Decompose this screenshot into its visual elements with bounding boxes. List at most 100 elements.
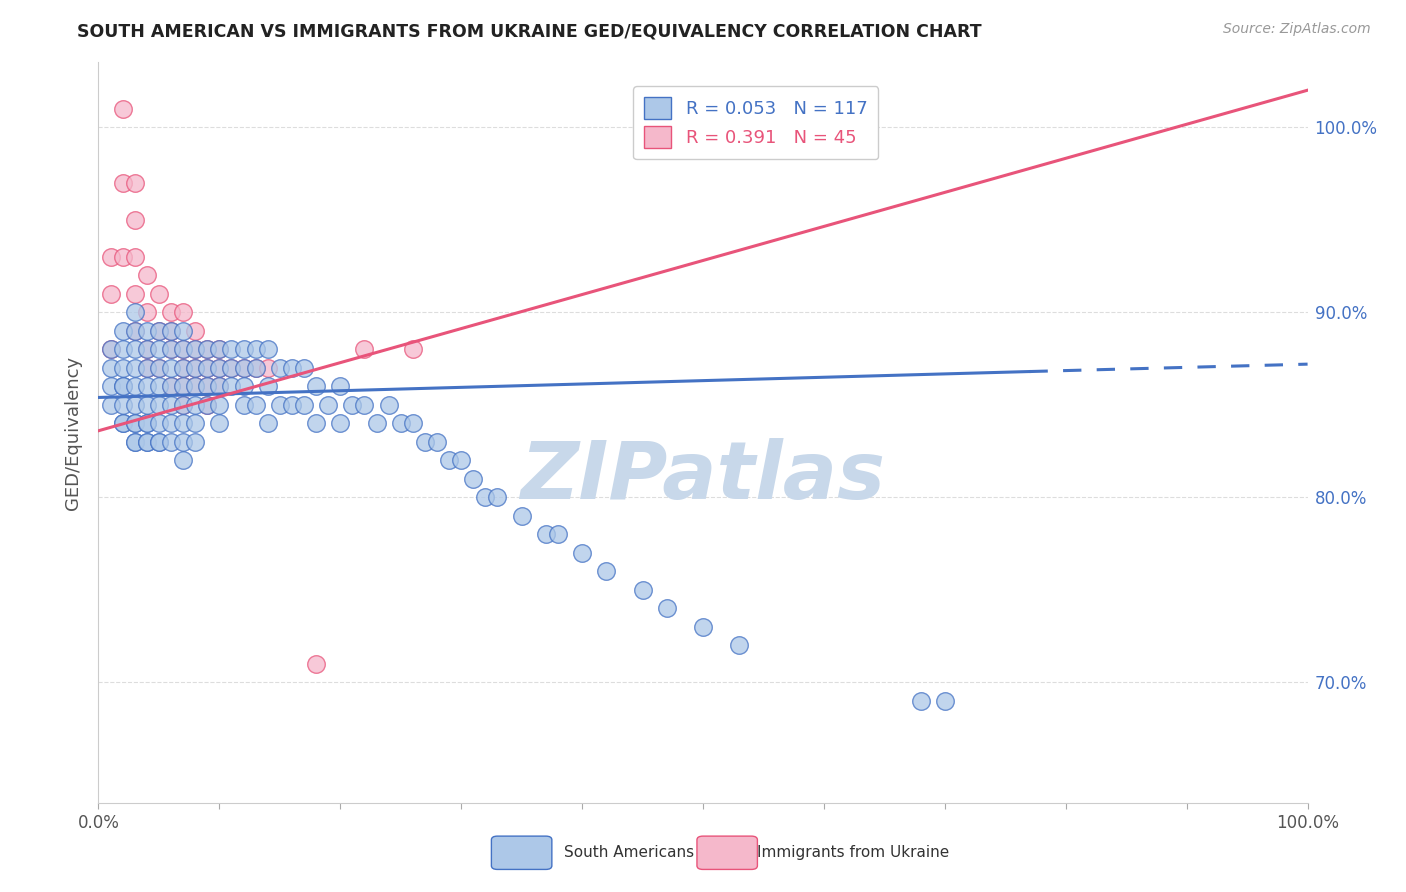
Point bbox=[221, 343, 243, 357]
Point bbox=[195, 360, 218, 375]
Point bbox=[135, 343, 157, 357]
Point bbox=[208, 343, 231, 357]
Point bbox=[208, 379, 231, 393]
Point bbox=[208, 398, 231, 412]
Point bbox=[160, 360, 183, 375]
Point bbox=[184, 324, 207, 338]
Point bbox=[305, 417, 328, 431]
Point bbox=[728, 639, 751, 653]
Point bbox=[135, 343, 157, 357]
Point bbox=[184, 398, 207, 412]
Point bbox=[100, 398, 122, 412]
Point bbox=[195, 343, 218, 357]
Point bbox=[450, 453, 472, 467]
Point bbox=[148, 398, 170, 412]
Point bbox=[195, 343, 218, 357]
Text: South Americans: South Americans bbox=[564, 845, 695, 860]
Point bbox=[342, 398, 364, 412]
Point bbox=[135, 324, 157, 338]
Point bbox=[281, 398, 304, 412]
Point bbox=[366, 417, 388, 431]
Point bbox=[402, 417, 425, 431]
Point bbox=[100, 343, 122, 357]
Point bbox=[124, 434, 146, 449]
Point bbox=[124, 379, 146, 393]
Point bbox=[111, 417, 134, 431]
Point bbox=[124, 250, 146, 264]
Point bbox=[195, 379, 218, 393]
Point bbox=[195, 360, 218, 375]
Point bbox=[160, 343, 183, 357]
Point bbox=[111, 343, 134, 357]
Point bbox=[232, 360, 254, 375]
Point bbox=[269, 398, 291, 412]
Point bbox=[474, 491, 496, 505]
Point bbox=[184, 379, 207, 393]
Point bbox=[148, 434, 170, 449]
Point bbox=[124, 324, 146, 338]
Point bbox=[111, 250, 134, 264]
Point bbox=[160, 379, 183, 393]
Point bbox=[148, 324, 170, 338]
Point bbox=[135, 305, 157, 319]
Point bbox=[595, 565, 617, 579]
Point bbox=[195, 398, 218, 412]
Point bbox=[934, 694, 956, 708]
Point bbox=[631, 582, 654, 597]
Point bbox=[135, 417, 157, 431]
Point bbox=[232, 343, 254, 357]
Point bbox=[111, 102, 134, 116]
Point bbox=[547, 527, 569, 541]
Point bbox=[910, 694, 932, 708]
Point bbox=[232, 379, 254, 393]
Point bbox=[111, 379, 134, 393]
Point bbox=[316, 398, 339, 412]
Point bbox=[135, 398, 157, 412]
Point bbox=[208, 417, 231, 431]
Point bbox=[571, 546, 593, 560]
Point bbox=[124, 417, 146, 431]
Point bbox=[172, 360, 194, 375]
Point bbox=[111, 176, 134, 190]
Point bbox=[245, 360, 267, 375]
Point bbox=[148, 360, 170, 375]
Point bbox=[184, 434, 207, 449]
Point bbox=[160, 417, 183, 431]
Point bbox=[256, 360, 278, 375]
Point bbox=[245, 398, 267, 412]
Point bbox=[111, 324, 134, 338]
Point bbox=[281, 360, 304, 375]
Point bbox=[184, 343, 207, 357]
Point bbox=[124, 434, 146, 449]
Point bbox=[172, 434, 194, 449]
Point bbox=[329, 379, 352, 393]
Point bbox=[160, 398, 183, 412]
Point bbox=[232, 360, 254, 375]
Point bbox=[124, 305, 146, 319]
Point bbox=[124, 212, 146, 227]
Point bbox=[100, 250, 122, 264]
Point bbox=[655, 601, 678, 615]
Point bbox=[413, 434, 436, 449]
Point bbox=[135, 268, 157, 283]
Point bbox=[292, 398, 315, 412]
Point bbox=[692, 620, 714, 634]
Point bbox=[172, 379, 194, 393]
Point bbox=[148, 286, 170, 301]
Point bbox=[148, 343, 170, 357]
Point bbox=[124, 176, 146, 190]
Point bbox=[353, 398, 375, 412]
Point bbox=[172, 360, 194, 375]
Point bbox=[534, 527, 557, 541]
Point bbox=[486, 491, 509, 505]
Point bbox=[172, 343, 194, 357]
Point bbox=[195, 379, 218, 393]
Point bbox=[172, 398, 194, 412]
Text: Immigrants from Ukraine: Immigrants from Ukraine bbox=[758, 845, 949, 860]
Point bbox=[245, 343, 267, 357]
Y-axis label: GED/Equivalency: GED/Equivalency bbox=[65, 356, 83, 509]
Point bbox=[208, 379, 231, 393]
Point bbox=[269, 360, 291, 375]
Text: Source: ZipAtlas.com: Source: ZipAtlas.com bbox=[1223, 22, 1371, 37]
Point bbox=[402, 343, 425, 357]
